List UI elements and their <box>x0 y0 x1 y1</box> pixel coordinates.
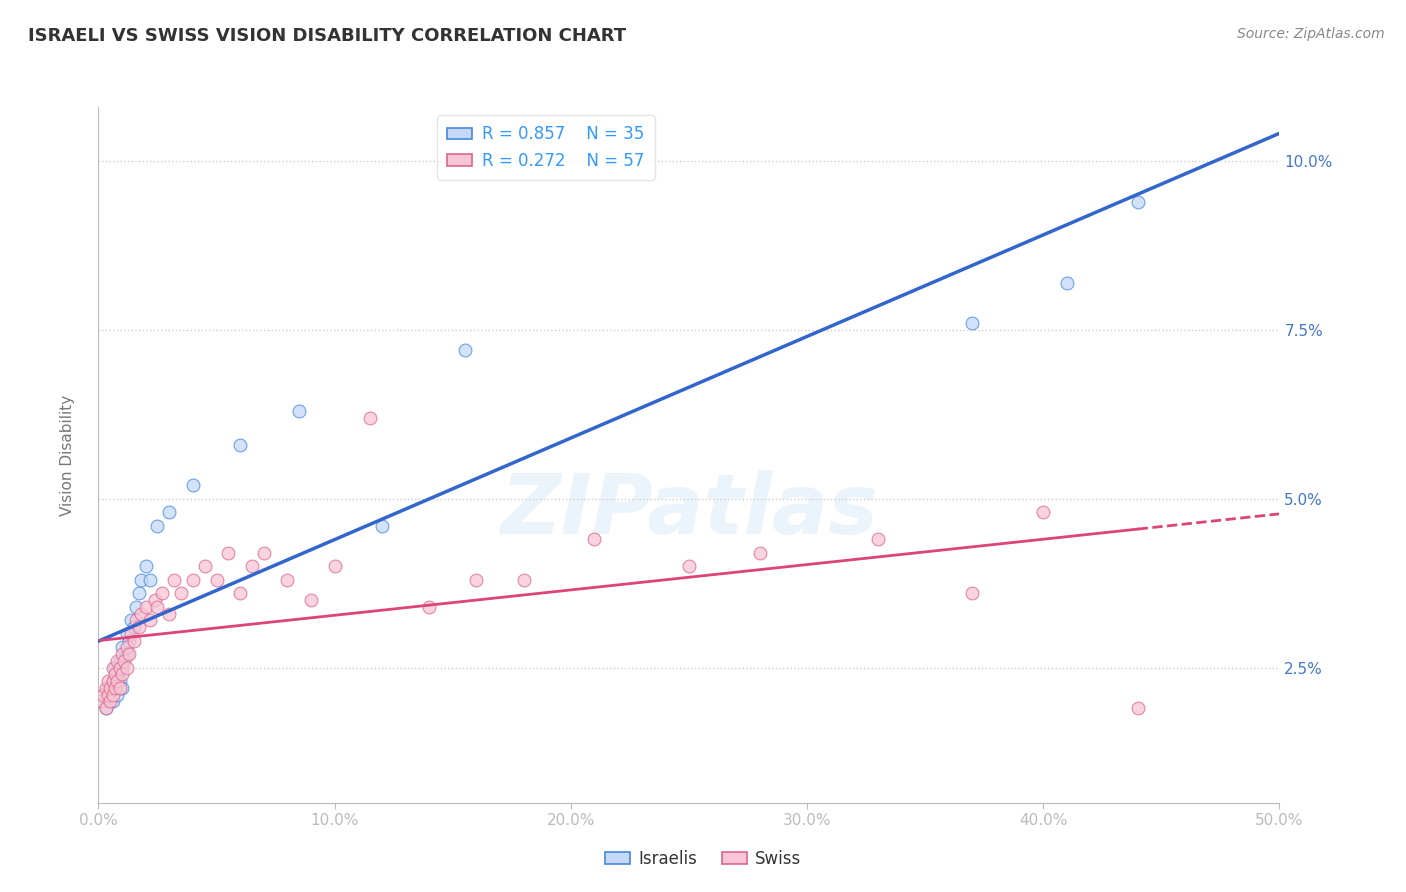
Point <box>122 620 145 634</box>
Point <box>146 599 169 614</box>
Point <box>125 614 148 628</box>
Point <box>128 620 150 634</box>
Point <box>115 661 138 675</box>
Point <box>115 640 138 655</box>
Point <box>371 519 394 533</box>
Point <box>101 694 124 708</box>
Point <box>104 681 127 695</box>
Point <box>299 593 322 607</box>
Point <box>866 533 889 547</box>
Point <box>94 701 117 715</box>
Point <box>104 681 127 695</box>
Point <box>139 573 162 587</box>
Point <box>217 546 239 560</box>
Point <box>512 573 534 587</box>
Point <box>104 661 127 675</box>
Point <box>1126 194 1149 209</box>
Point <box>97 688 120 702</box>
Point <box>146 519 169 533</box>
Point <box>229 586 252 600</box>
Point <box>465 573 488 587</box>
Legend: Israelis, Swiss: Israelis, Swiss <box>598 844 808 875</box>
Point <box>205 573 228 587</box>
Point <box>118 633 141 648</box>
Point <box>170 586 193 600</box>
Point <box>115 647 138 661</box>
Point <box>240 559 263 574</box>
Point <box>418 599 440 614</box>
Point <box>1056 276 1078 290</box>
Point <box>101 661 124 675</box>
Point <box>121 614 143 628</box>
Point <box>111 640 134 655</box>
Point <box>118 647 141 661</box>
Point <box>135 559 157 574</box>
Point <box>276 573 298 587</box>
Text: ISRAELI VS SWISS VISION DISABILITY CORRELATION CHART: ISRAELI VS SWISS VISION DISABILITY CORRE… <box>28 27 626 45</box>
Text: Source: ZipAtlas.com: Source: ZipAtlas.com <box>1237 27 1385 41</box>
Point <box>181 573 204 587</box>
Text: ZIPatlas: ZIPatlas <box>501 470 877 551</box>
Y-axis label: Vision Disability: Vision Disability <box>60 394 75 516</box>
Point <box>91 688 114 702</box>
Point <box>194 559 217 574</box>
Point <box>288 404 311 418</box>
Point <box>143 593 166 607</box>
Point <box>135 599 157 614</box>
Point <box>115 627 138 641</box>
Point <box>583 533 606 547</box>
Point <box>97 674 120 689</box>
Point <box>98 681 121 695</box>
Legend: R = 0.857    N = 35, R = 0.272    N = 57: R = 0.857 N = 35, R = 0.272 N = 57 <box>437 115 655 179</box>
Point <box>125 599 148 614</box>
Point <box>229 438 252 452</box>
Point <box>122 633 145 648</box>
Point <box>104 667 127 681</box>
Point <box>105 674 128 689</box>
Point <box>962 586 984 600</box>
Point <box>157 607 180 621</box>
Point <box>108 654 131 668</box>
Point <box>101 674 124 689</box>
Point <box>94 701 117 715</box>
Point <box>150 586 173 600</box>
Point <box>97 688 120 702</box>
Point <box>1032 505 1054 519</box>
Point <box>101 674 124 689</box>
Point <box>108 681 131 695</box>
Point <box>453 343 475 358</box>
Point <box>111 681 134 695</box>
Point <box>111 667 134 681</box>
Point <box>323 559 346 574</box>
Point <box>98 681 121 695</box>
Point <box>163 573 186 587</box>
Point <box>129 607 152 621</box>
Point <box>181 478 204 492</box>
Point <box>91 694 114 708</box>
Point <box>105 688 128 702</box>
Point <box>90 694 112 708</box>
Point <box>105 667 128 681</box>
Point <box>112 654 135 668</box>
Point <box>121 627 143 641</box>
Point <box>253 546 276 560</box>
Point <box>748 546 770 560</box>
Point <box>139 614 162 628</box>
Point <box>98 694 121 708</box>
Point <box>359 410 381 425</box>
Point <box>962 316 984 330</box>
Point <box>678 559 700 574</box>
Point <box>128 586 150 600</box>
Point <box>105 654 128 668</box>
Point <box>101 688 124 702</box>
Point <box>1126 701 1149 715</box>
Point <box>108 661 131 675</box>
Point <box>111 661 134 675</box>
Point <box>94 681 117 695</box>
Point <box>108 674 131 689</box>
Point <box>157 505 180 519</box>
Point <box>111 647 134 661</box>
Point <box>129 573 152 587</box>
